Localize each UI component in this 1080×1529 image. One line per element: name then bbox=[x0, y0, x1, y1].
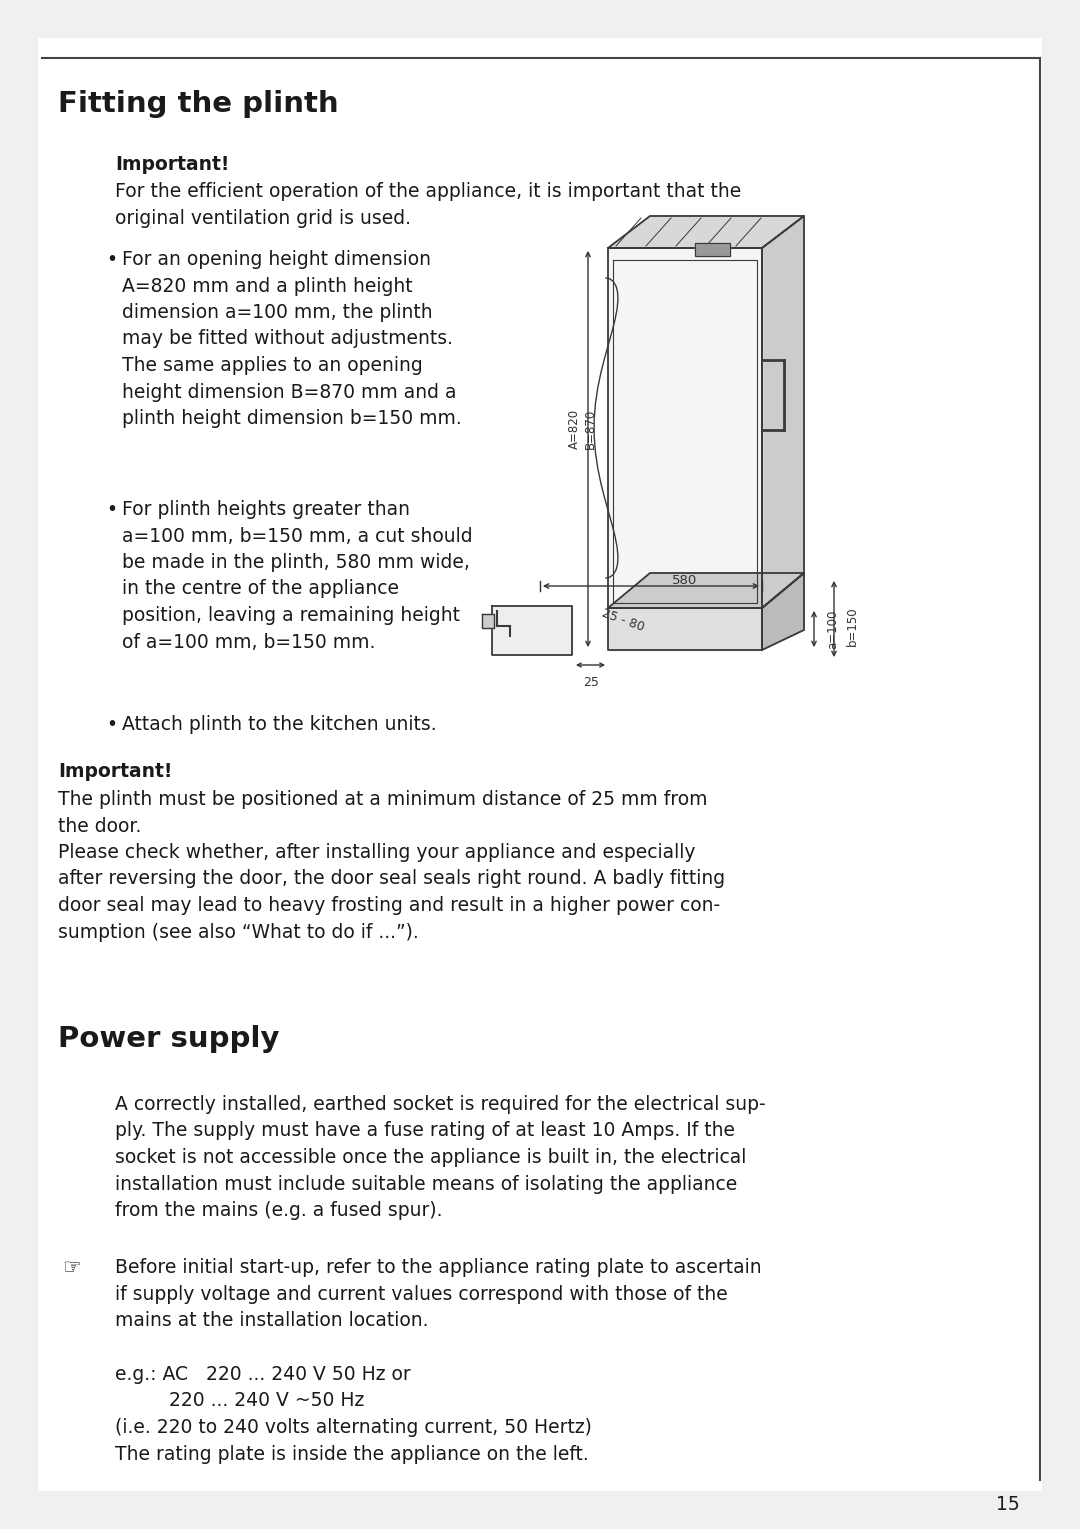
Text: Fitting the plinth: Fitting the plinth bbox=[58, 90, 339, 118]
Text: A=820: A=820 bbox=[567, 408, 581, 450]
Text: •: • bbox=[106, 500, 117, 518]
Text: b=150: b=150 bbox=[846, 607, 859, 647]
Polygon shape bbox=[492, 605, 572, 654]
Text: Power supply: Power supply bbox=[58, 1024, 280, 1053]
Polygon shape bbox=[696, 243, 730, 255]
Text: Important!: Important! bbox=[114, 154, 229, 174]
Text: For plinth heights greater than
a=100 mm, b=150 mm, a cut should
be made in the : For plinth heights greater than a=100 mm… bbox=[122, 500, 473, 651]
Text: A correctly installed, earthed socket is required for the electrical sup-
ply. T: A correctly installed, earthed socket is… bbox=[114, 1095, 766, 1220]
Text: Attach plinth to the kitchen units.: Attach plinth to the kitchen units. bbox=[122, 716, 436, 734]
Polygon shape bbox=[608, 609, 762, 650]
Text: ☞: ☞ bbox=[62, 1258, 81, 1278]
Text: 25: 25 bbox=[583, 676, 599, 690]
Text: B=870: B=870 bbox=[583, 408, 596, 450]
Text: a=100: a=100 bbox=[826, 610, 839, 648]
Text: Important!: Important! bbox=[58, 761, 173, 781]
Polygon shape bbox=[762, 216, 804, 609]
Polygon shape bbox=[762, 573, 804, 650]
Text: •: • bbox=[106, 716, 117, 734]
Text: e.g.: AC   220 ... 240 V 50 Hz or
         220 ... 240 V ~50 Hz
(i.e. 220 to 240: e.g.: AC 220 ... 240 V 50 Hz or 220 ... … bbox=[114, 1365, 592, 1463]
Polygon shape bbox=[608, 248, 762, 609]
Polygon shape bbox=[608, 573, 804, 609]
Text: For the efficient operation of the appliance, it is important that the
original : For the efficient operation of the appli… bbox=[114, 182, 741, 228]
Text: •: • bbox=[106, 251, 117, 269]
Text: The plinth must be positioned at a minimum distance of 25 mm from
the door.
Plea: The plinth must be positioned at a minim… bbox=[58, 790, 725, 942]
Text: 580: 580 bbox=[672, 573, 697, 587]
Text: For an opening height dimension
A=820 mm and a plinth height
dimension a=100 mm,: For an opening height dimension A=820 mm… bbox=[122, 251, 462, 428]
Text: 25 - 80: 25 - 80 bbox=[600, 607, 646, 633]
Text: 15: 15 bbox=[996, 1495, 1020, 1514]
Polygon shape bbox=[482, 615, 494, 628]
Polygon shape bbox=[608, 216, 804, 248]
Text: Before initial start-up, refer to the appliance rating plate to ascertain
if sup: Before initial start-up, refer to the ap… bbox=[114, 1258, 761, 1330]
